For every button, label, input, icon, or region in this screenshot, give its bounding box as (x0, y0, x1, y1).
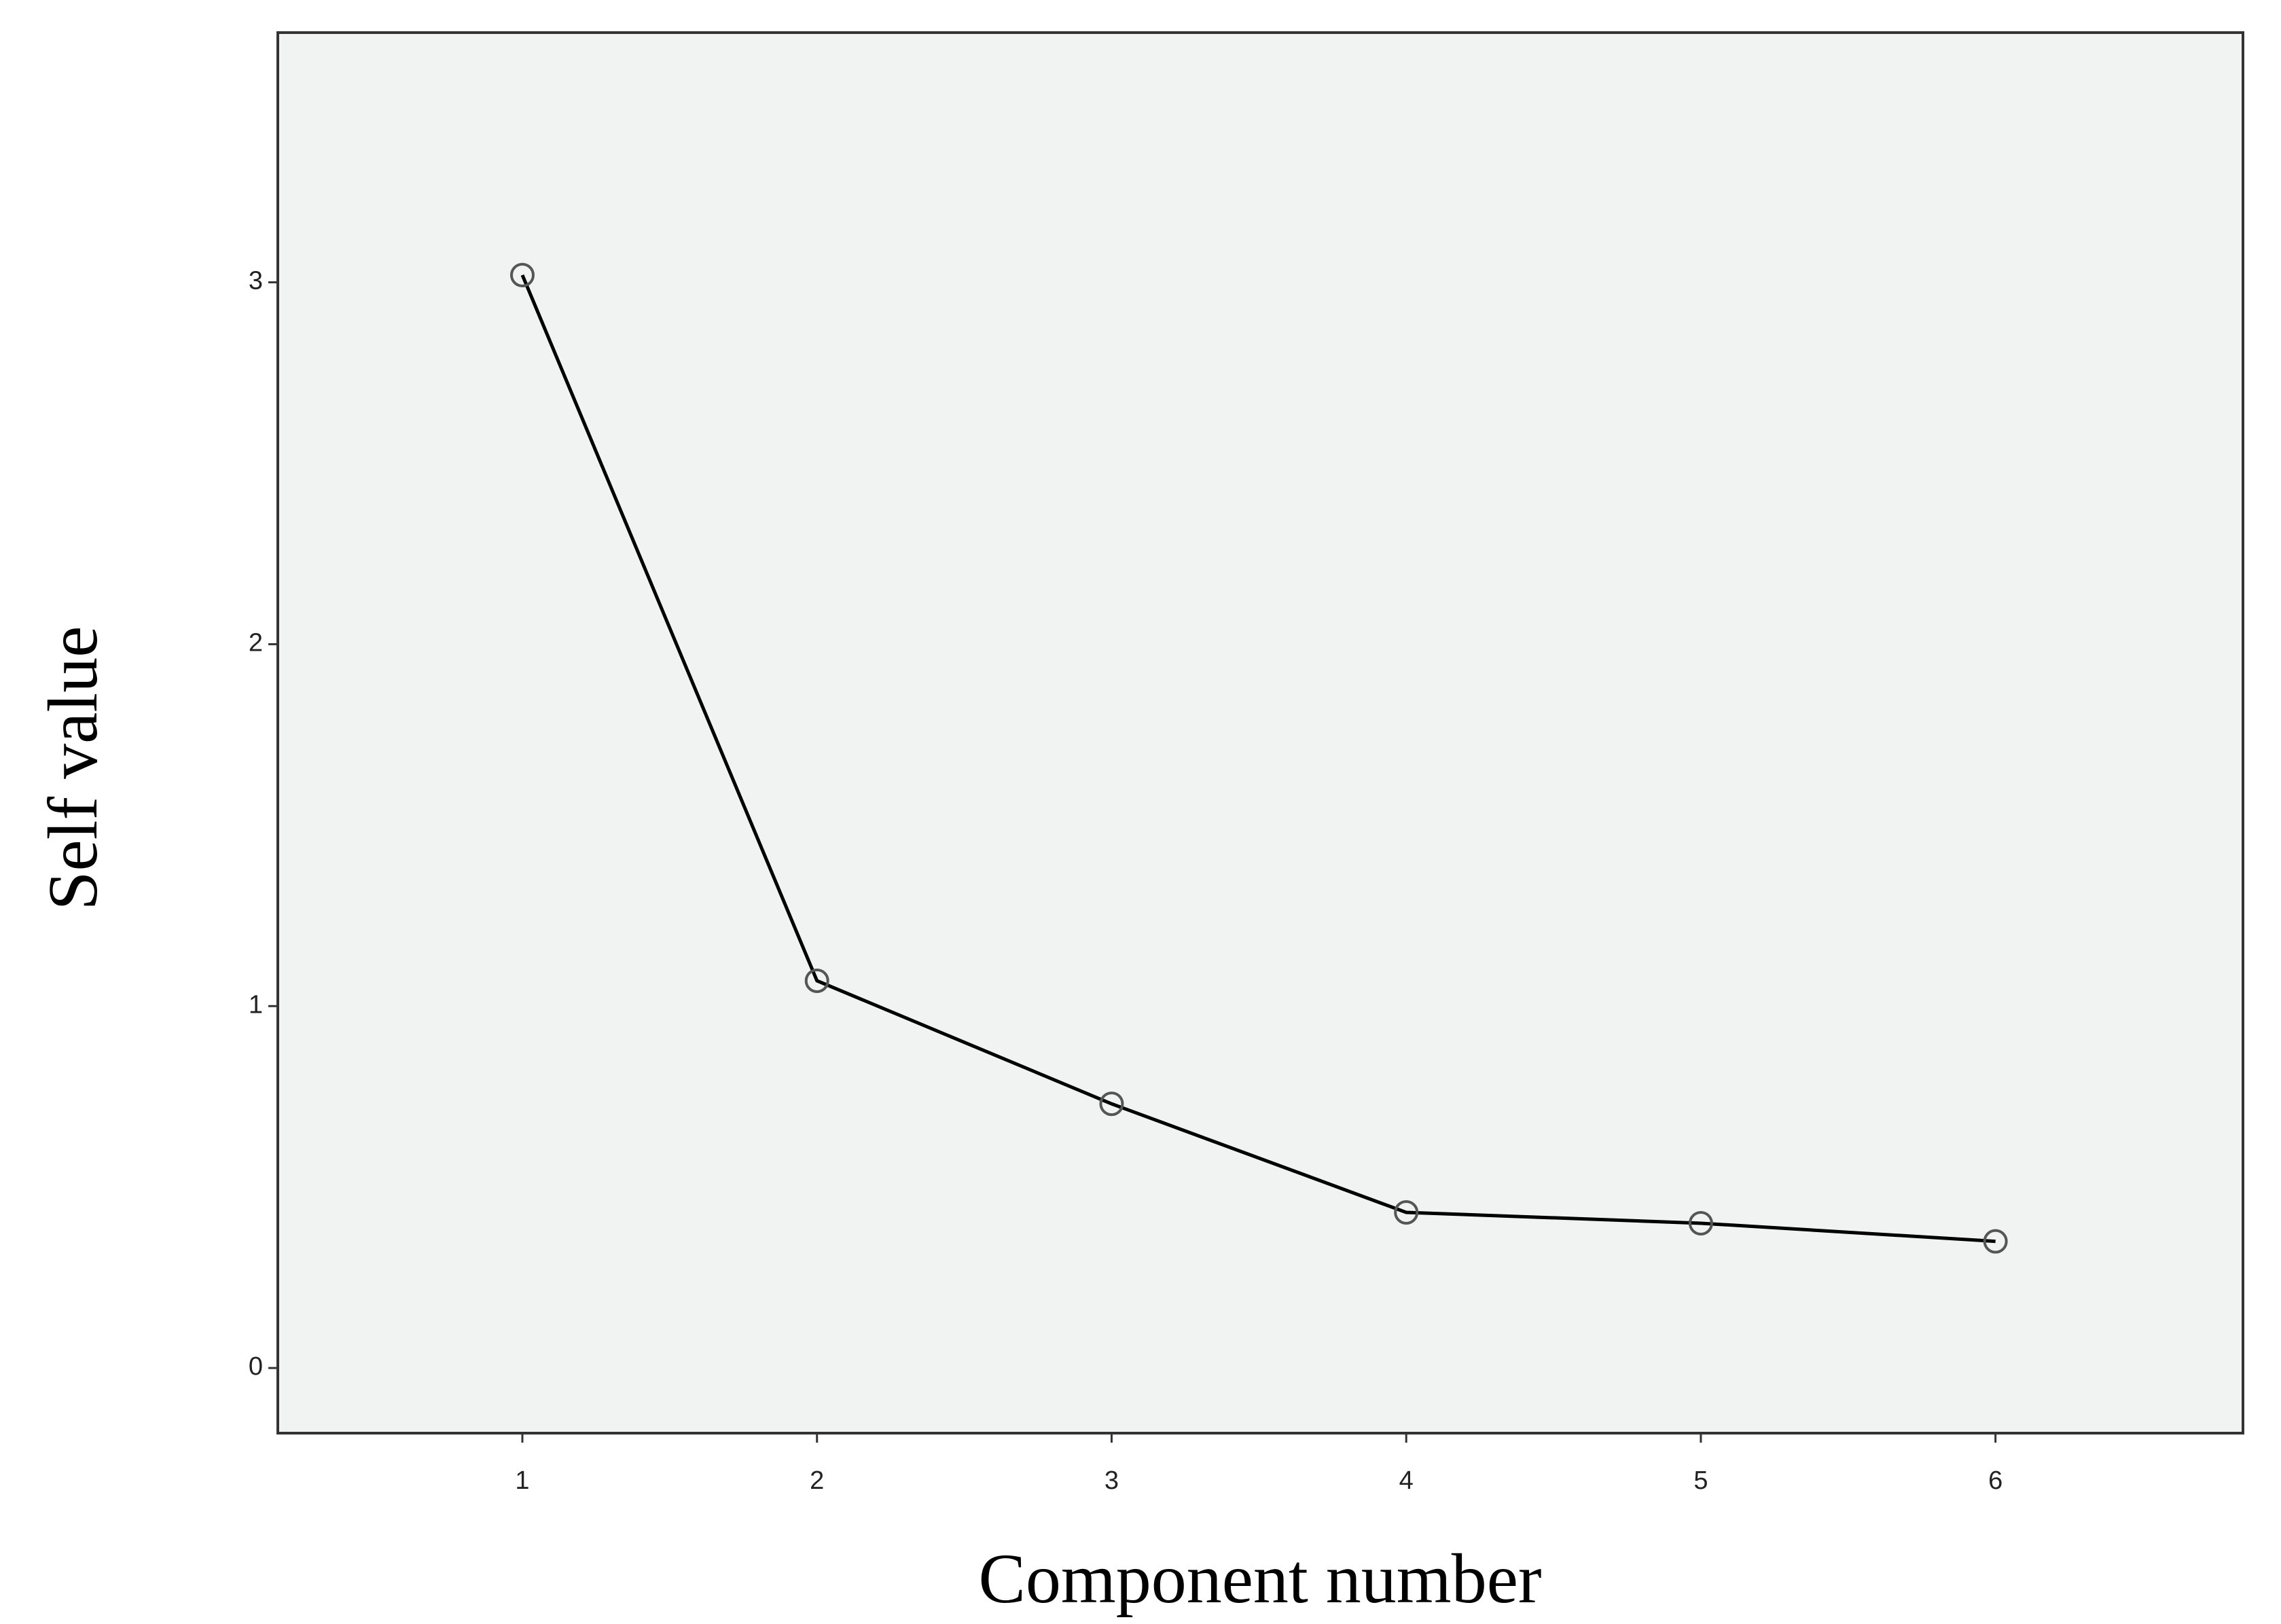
x-tick-label: 6 (1988, 1466, 2002, 1495)
x-tick-label: 3 (1104, 1466, 1119, 1495)
y-axis-title: Self value (34, 626, 112, 911)
y-tick-label: 0 (249, 1352, 263, 1381)
point-marker (509, 262, 535, 287)
plot-area (276, 31, 2244, 1434)
y-tick-label: 1 (249, 990, 263, 1019)
x-tick-label: 1 (515, 1466, 529, 1495)
x-tick-label: 5 (1693, 1466, 1708, 1495)
x-axis-title: Component number (978, 1540, 1541, 1618)
y-tick-label: 3 (249, 267, 263, 295)
x-tick-label: 4 (1399, 1466, 1414, 1495)
point-marker (1394, 1199, 1419, 1225)
point-marker (1983, 1229, 2008, 1254)
point-marker (1688, 1210, 1713, 1235)
series-line (520, 274, 1996, 1244)
point-marker (1099, 1091, 1124, 1117)
y-tick-label: 2 (249, 628, 263, 657)
x-tick-label: 2 (810, 1466, 824, 1495)
point-marker (804, 968, 829, 993)
